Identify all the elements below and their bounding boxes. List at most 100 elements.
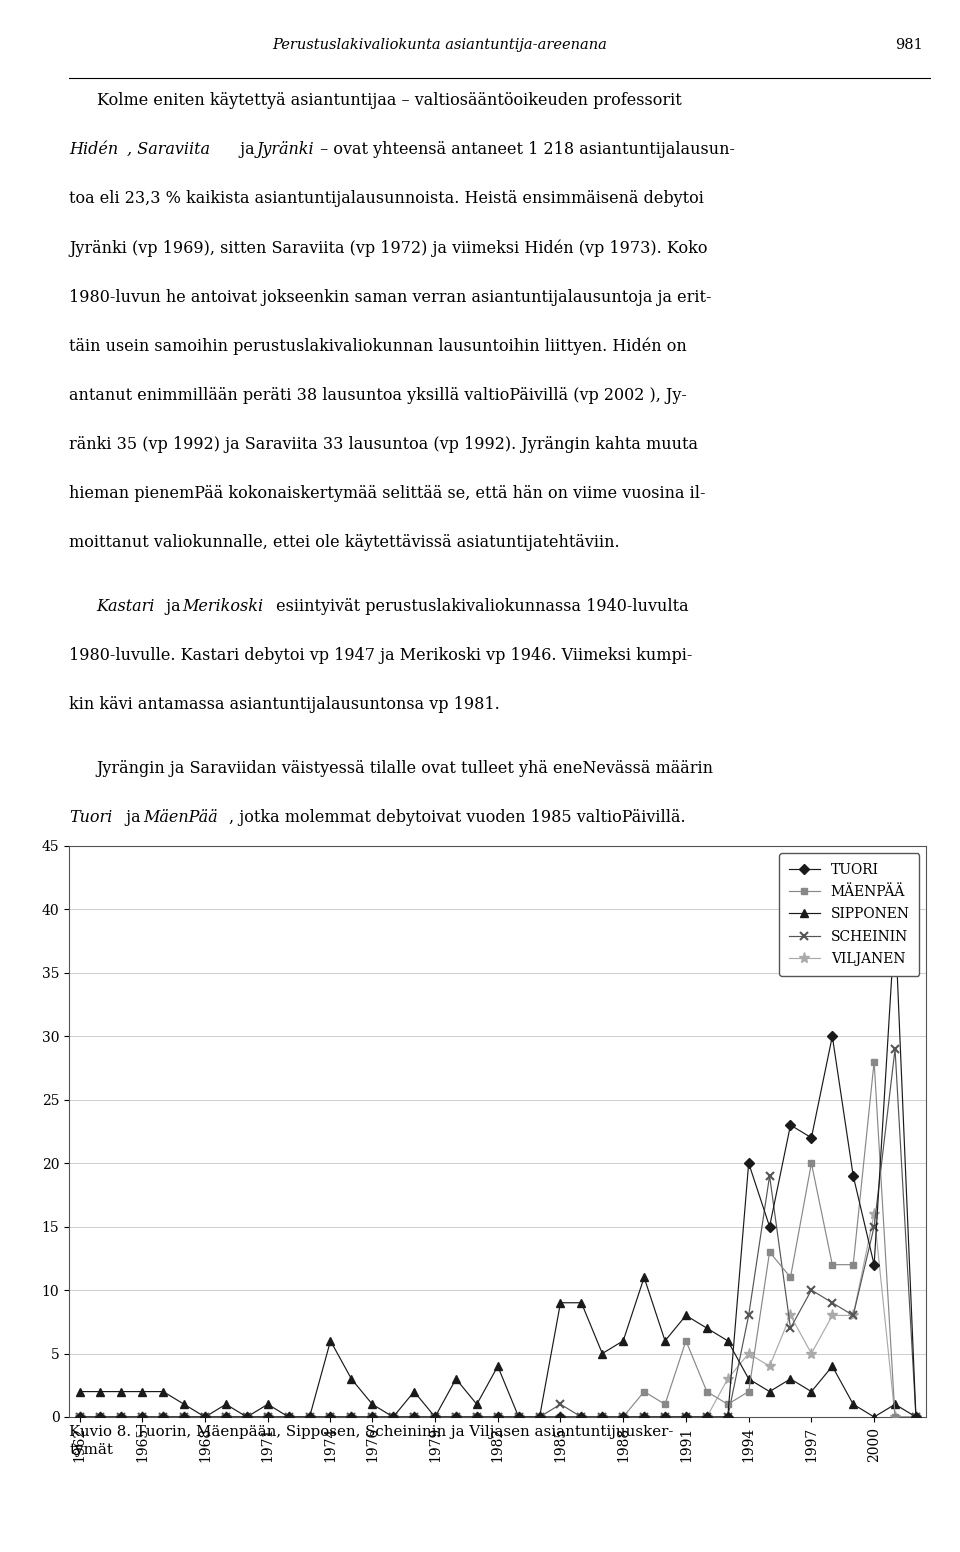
Text: ja: ja (234, 141, 259, 158)
TUORI (200, 1408, 211, 1426)
MÄENPÄÄ (283, 1408, 295, 1426)
SIPPONEN (346, 1369, 357, 1387)
VILJANEN (722, 1369, 733, 1387)
MÄENPÄÄ (429, 1408, 441, 1426)
VILJANEN (283, 1408, 295, 1426)
TUORI (722, 1408, 733, 1426)
Text: (debytoi jo vp 1985) ja: (debytoi jo vp 1985) ja (557, 858, 745, 875)
VILJANEN (576, 1408, 588, 1426)
MÄENPÄÄ (534, 1408, 545, 1426)
TUORI (136, 1408, 148, 1426)
Text: täin usein samoihin perustuslakivaliokunnan lausuntoihin liittyen. Hidén on: täin usein samoihin perustuslakivaliokun… (69, 338, 686, 355)
SCHEININ (179, 1408, 190, 1426)
SIPPONEN (910, 1408, 922, 1426)
TUORI (596, 1408, 608, 1426)
VILJANEN (429, 1408, 441, 1426)
SIPPONEN (743, 1369, 755, 1387)
Text: moittanut valiokunnalle, ettei ole käytettävissä asiatuntijatehtäviin.: moittanut valiokunnalle, ettei ole käyte… (69, 534, 620, 551)
SIPPONEN (660, 1332, 671, 1350)
MÄENPÄÄ (220, 1408, 231, 1426)
SIPPONEN (95, 1383, 107, 1401)
TUORI (450, 1408, 462, 1426)
Text: antanut enimmillään peräti 38 lausuntoa yksillä valtioPäivillä (vp 2002 ), Jy-: antanut enimmillään peräti 38 lausuntoa … (69, 386, 687, 404)
SCHEININ (827, 1293, 838, 1311)
Line: TUORI: TUORI (76, 919, 920, 1420)
MÄENPÄÄ (115, 1408, 127, 1426)
MÄENPÄÄ (681, 1332, 692, 1350)
SCHEININ (596, 1408, 608, 1426)
TUORI (513, 1408, 524, 1426)
MÄENPÄÄ (910, 1408, 922, 1426)
SIPPONEN (74, 1383, 85, 1401)
Text: on esiintynyt asiantuntijana pitkään (de-: on esiintynyt asiantuntijana pitkään (de… (414, 908, 748, 925)
MÄENPÄÄ (617, 1408, 629, 1426)
SCHEININ (157, 1408, 169, 1426)
VILJANEN (346, 1408, 357, 1426)
MÄENPÄÄ (638, 1383, 650, 1401)
Text: 1980-luvulle. Kastari debytoi vp 1947 ja Merikoski vp 1946. Viimeksi kumpi-: 1980-luvulle. Kastari debytoi vp 1947 ja… (69, 647, 692, 664)
Text: Kolme eniten käytettyä asiantuntijaa – valtiosääntöoikeuden professorit: Kolme eniten käytettyä asiantuntijaa – v… (97, 92, 682, 109)
SCHEININ (74, 1408, 85, 1426)
VILJANEN (910, 1408, 922, 1426)
VILJANEN (784, 1307, 796, 1325)
SIPPONEN (638, 1268, 650, 1287)
SCHEININ (681, 1408, 692, 1426)
SIPPONEN (200, 1408, 211, 1426)
MÄENPÄÄ (324, 1408, 336, 1426)
SCHEININ (200, 1408, 211, 1426)
MÄENPÄÄ (136, 1408, 148, 1426)
SCHEININ (784, 1319, 796, 1338)
TUORI (408, 1408, 420, 1426)
MÄENPÄÄ (805, 1153, 817, 1172)
Text: ja: ja (161, 598, 186, 615)
Text: Perustuslakivaliokunta asiantuntija-areenana: Perustuslakivaliokunta asiantuntija-aree… (273, 39, 608, 53)
SIPPONEN (827, 1356, 838, 1375)
VILJANEN (534, 1408, 545, 1426)
VILJANEN (827, 1307, 838, 1325)
VILJANEN (74, 1408, 85, 1426)
TUORI (157, 1408, 169, 1426)
Text: kin kävi antamassa asiantuntijalausuntonsa vp 1981.: kin kävi antamassa asiantuntijalausunton… (69, 697, 500, 714)
MÄENPÄÄ (555, 1408, 566, 1426)
SCHEININ (95, 1408, 107, 1426)
SIPPONEN (450, 1369, 462, 1387)
SIPPONEN (576, 1293, 588, 1311)
VILJANEN (200, 1408, 211, 1426)
VILJANEN (889, 1408, 900, 1426)
MÄENPÄÄ (471, 1408, 483, 1426)
VILJANEN (681, 1408, 692, 1426)
VILJANEN (179, 1408, 190, 1426)
VILJANEN (848, 1307, 859, 1325)
SCHEININ (429, 1408, 441, 1426)
SCHEININ (220, 1408, 231, 1426)
SCHEININ (136, 1408, 148, 1426)
SCHEININ (388, 1408, 399, 1426)
VILJANEN (869, 1204, 880, 1223)
MÄENPÄÄ (179, 1408, 190, 1426)
Text: Hidén: Hidén (69, 141, 118, 158)
SCHEININ (241, 1408, 252, 1426)
MÄENPÄÄ (827, 1256, 838, 1274)
TUORI (743, 1153, 755, 1172)
SIPPONEN (513, 1408, 524, 1426)
TUORI (534, 1408, 545, 1426)
SCHEININ (910, 1408, 922, 1426)
VILJANEN (157, 1408, 169, 1426)
Line: SCHEININ: SCHEININ (76, 1044, 920, 1422)
MÄENPÄÄ (848, 1256, 859, 1274)
TUORI (283, 1408, 295, 1426)
SIPPONEN (324, 1332, 336, 1350)
SCHEININ (450, 1408, 462, 1426)
VILJANEN (388, 1408, 399, 1426)
Text: ränki 35 (vp 1992) ja Saraviita 33 lausuntoa (vp 1992). Jyrängin kahta muuta: ränki 35 (vp 1992) ja Saraviita 33 lausu… (69, 436, 698, 453)
SIPPONEN (534, 1408, 545, 1426)
SIPPONEN (596, 1344, 608, 1363)
VILJANEN (555, 1408, 566, 1426)
MÄENPÄÄ (74, 1408, 85, 1426)
SIPPONEN (889, 1395, 900, 1414)
Text: Jyränki: Jyränki (257, 141, 315, 158)
Text: antanut enemPää kuin 11 asiantuntijalausuntoa yksillä valtioPäivillä (vp 1989).: antanut enemPää kuin 11 asiantuntijalaus… (69, 1006, 712, 1023)
Text: bytoi jo vp 1962 ja antoi lausunnon vielä vp 2002), mutta hän ei ole koskaan: bytoi jo vp 1962 ja antoi lausunnon viel… (69, 958, 690, 973)
SCHEININ (367, 1408, 378, 1426)
SIPPONEN (388, 1408, 399, 1426)
